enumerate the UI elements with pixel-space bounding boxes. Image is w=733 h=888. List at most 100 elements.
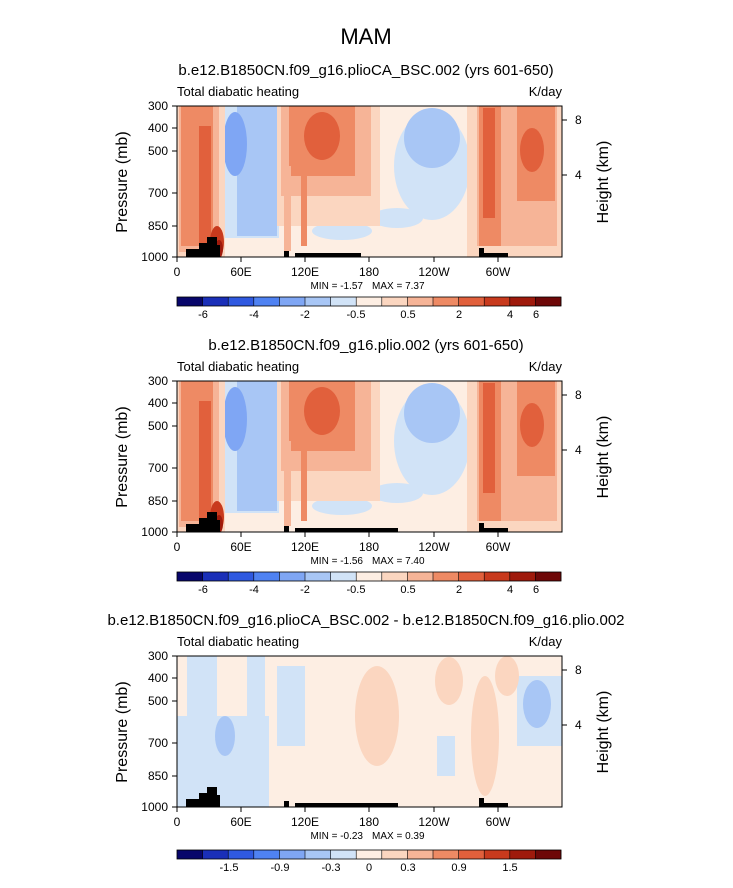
x-tick-label: 0 bbox=[174, 265, 181, 279]
colorbar-label: 4 bbox=[507, 309, 513, 321]
y-tick-label: 850 bbox=[148, 494, 168, 508]
colorbar-swatch bbox=[279, 572, 306, 581]
colorbar-swatch bbox=[305, 850, 331, 859]
panel-1: b.e12.B1850CN.f09_g16.plioCA_BSC.002 (yr… bbox=[114, 62, 612, 321]
y2-tick-label: 8 bbox=[575, 663, 582, 677]
panel-3: b.e12.B1850CN.f09_g16.plioCA_BSC.002 - b… bbox=[107, 612, 624, 874]
weak-negative-right bbox=[437, 676, 562, 776]
max-label: MAX = 7.37 bbox=[372, 281, 425, 292]
colorbar-swatch bbox=[433, 297, 459, 306]
min-label: MIN = -1.57 bbox=[310, 281, 363, 292]
y-tick-label: 1000 bbox=[141, 800, 168, 814]
right-label: K/day bbox=[529, 359, 563, 374]
y-axis-label: Pressure (mb) bbox=[114, 406, 131, 507]
contour-field bbox=[177, 656, 562, 807]
y2-tick-label: 8 bbox=[575, 388, 582, 402]
colorbar-swatch bbox=[305, 572, 331, 581]
y-axis-label: Pressure (mb) bbox=[114, 131, 131, 232]
colorbar-label: -6 bbox=[198, 309, 208, 321]
colorbar-label: -0.9 bbox=[271, 862, 290, 874]
colorbar-swatch bbox=[484, 297, 511, 306]
colorbar-label: -4 bbox=[249, 309, 259, 321]
colorbar-swatch bbox=[356, 297, 383, 306]
weak-negative-lower-left bbox=[177, 656, 305, 807]
x-axis: 0 60E 120E 180 120W 60W bbox=[174, 807, 511, 829]
negative-patch-120W bbox=[394, 383, 470, 495]
weak-positive-east bbox=[471, 656, 519, 796]
y2-axis-label: Height (km) bbox=[595, 141, 612, 224]
y-tick-label: 500 bbox=[148, 419, 168, 433]
x-tick-label: 120E bbox=[291, 540, 319, 554]
colorbar-swatch bbox=[228, 297, 255, 306]
colorbar-label: 0 bbox=[366, 862, 372, 874]
y-tick-label: 300 bbox=[148, 649, 168, 663]
y-axis-label: Pressure (mb) bbox=[114, 681, 131, 782]
colorbar-label: 2 bbox=[456, 309, 462, 321]
y-tick-label: 700 bbox=[148, 736, 168, 750]
land-mask bbox=[186, 237, 508, 257]
colorbar-swatch bbox=[177, 297, 203, 306]
colorbar-swatch bbox=[381, 572, 408, 581]
colorbar-label: -0.3 bbox=[322, 862, 341, 874]
colorbar-swatch bbox=[202, 572, 229, 581]
y-tick-label: 700 bbox=[148, 461, 168, 475]
colorbar-swatch bbox=[330, 572, 357, 581]
colorbar-swatch bbox=[484, 850, 511, 859]
colorbar-swatch bbox=[407, 572, 434, 581]
colorbar-label: -6 bbox=[198, 584, 208, 596]
colorbar-swatch bbox=[407, 297, 434, 306]
positive-column-60W bbox=[467, 381, 562, 532]
x-tick-label: 120E bbox=[291, 265, 319, 279]
colorbar-label: 0.9 bbox=[451, 862, 466, 874]
x-axis: 0 60E 120E 180 120W 60W bbox=[174, 532, 511, 554]
western-positive-column bbox=[177, 381, 225, 532]
colorbar-label: 0.5 bbox=[400, 584, 415, 596]
panel-title: b.e12.B1850CN.f09_g16.plioCA_BSC.002 (yr… bbox=[178, 62, 553, 79]
colorbar-swatch bbox=[253, 297, 280, 306]
x-tick-label: 60W bbox=[486, 540, 511, 554]
y2-axis-label: Height (km) bbox=[595, 691, 612, 774]
x-tick-label: 60E bbox=[230, 815, 251, 829]
x-tick-label: 120E bbox=[291, 815, 319, 829]
colorbar-swatch bbox=[356, 850, 383, 859]
colorbar-frame bbox=[176, 571, 562, 582]
x-tick-label: 0 bbox=[174, 815, 181, 829]
x-tick-label: 60E bbox=[230, 265, 251, 279]
right-label: K/day bbox=[529, 634, 563, 649]
colorbar-label: 6 bbox=[533, 584, 539, 596]
y-tick-label: 1000 bbox=[141, 525, 168, 539]
colorbar-swatch bbox=[177, 572, 203, 581]
colorbar-label: 1.5 bbox=[502, 862, 517, 874]
colorbar-swatch bbox=[381, 297, 408, 306]
colorbar-swatch bbox=[458, 297, 485, 306]
colorbar-label: -2 bbox=[300, 584, 310, 596]
y2-axis-label: Height (km) bbox=[595, 416, 612, 499]
colorbar-swatch bbox=[356, 572, 383, 581]
y-axis: 300 400 500 700 850 1000 Pressure (mb) bbox=[114, 649, 177, 814]
colorbar-swatch bbox=[509, 297, 536, 306]
x-tick-label: 60E bbox=[230, 540, 251, 554]
min-label: MIN = -0.23 bbox=[310, 831, 363, 842]
colorbar-label: 4 bbox=[507, 584, 513, 596]
weak-positive-central bbox=[355, 657, 463, 766]
x-tick-label: 120W bbox=[418, 540, 450, 554]
colorbar-label: 6 bbox=[533, 309, 539, 321]
max-label: MAX = 0.39 bbox=[372, 831, 425, 842]
colorbar-label: 2 bbox=[456, 584, 462, 596]
y-tick-label: 400 bbox=[148, 121, 168, 135]
y-axis: 300 400 500 700 850 1000 Pressure (mb) bbox=[114, 374, 177, 539]
colorbar-swatch bbox=[279, 297, 306, 306]
colorbar-swatch bbox=[509, 572, 536, 581]
colorbar-swatch bbox=[202, 297, 229, 306]
left-label: Total diabatic heating bbox=[177, 84, 299, 99]
colorbar-swatch bbox=[458, 572, 485, 581]
left-label: Total diabatic heating bbox=[177, 359, 299, 374]
min-label: MIN = -1.56 bbox=[310, 556, 363, 567]
colorbar-swatch bbox=[433, 850, 459, 859]
contour-field bbox=[177, 106, 562, 257]
x-tick-label: 180 bbox=[359, 815, 379, 829]
y-tick-label: 1000 bbox=[141, 250, 168, 264]
x-tick-label: 120W bbox=[418, 815, 450, 829]
colorbar-label: 0.5 bbox=[400, 309, 415, 321]
